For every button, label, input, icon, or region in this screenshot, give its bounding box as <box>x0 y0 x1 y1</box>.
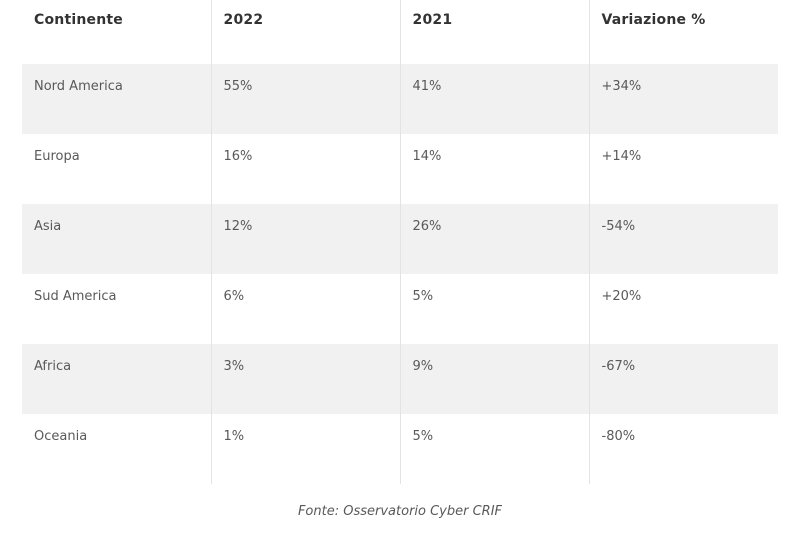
column-header-2022: 2022 <box>211 0 401 64</box>
cell-variation: +20% <box>601 289 642 304</box>
cell-2021: 5% <box>400 414 590 484</box>
cell-variation: +14% <box>601 149 642 164</box>
cell-2022: 16% <box>211 134 401 204</box>
cell-2021: 26% <box>400 204 590 274</box>
cell-variation: -54% <box>601 219 636 234</box>
table-row-nord-america: Nord America 55% 41% +34% <box>22 64 778 134</box>
table-row-africa: Africa 3% 9% -67% <box>22 344 778 414</box>
table-row-oceania: Oceania 1% 5% -80% <box>22 414 778 484</box>
cell-variation: +34% <box>601 79 642 94</box>
cell-2021: 9% <box>400 344 590 414</box>
table-row-europa: Europa 16% 14% +14% <box>22 134 778 204</box>
cell-variation: -80% <box>601 429 636 444</box>
column-header-2021: 2021 <box>400 0 590 64</box>
table-header-row: Continente 2022 2021 Variazione % <box>22 0 778 64</box>
cell-2021: 41% <box>400 64 590 134</box>
cell-2022: 6% <box>211 274 401 344</box>
cell-continent: Sud America <box>22 274 212 344</box>
cell-continent: Africa <box>22 344 212 414</box>
cell-continent: Oceania <box>22 414 212 484</box>
cell-2022: 3% <box>211 344 401 414</box>
table-row-asia: Asia 12% 26% -54% <box>22 204 778 274</box>
source-caption: Fonte: Osservatorio Cyber CRIF <box>297 504 503 519</box>
continent-table-figure: Continente 2022 2021 Variazione % Nord A… <box>22 0 778 519</box>
column-header-continente: Continente <box>22 0 212 64</box>
cell-2021: 5% <box>400 274 590 344</box>
continent-data-table: Continente 2022 2021 Variazione % Nord A… <box>22 0 778 484</box>
column-header-variazione: Variazione % <box>601 12 706 28</box>
table-row-sud-america: Sud America 6% 5% +20% <box>22 274 778 344</box>
cell-2022: 1% <box>211 414 401 484</box>
cell-2021: 14% <box>400 134 590 204</box>
cell-continent: Asia <box>22 204 212 274</box>
cell-2022: 55% <box>211 64 401 134</box>
cell-variation: -67% <box>601 359 636 374</box>
cell-continent: Nord America <box>22 64 212 134</box>
cell-continent: Europa <box>22 134 212 204</box>
cell-2022: 12% <box>211 204 401 274</box>
